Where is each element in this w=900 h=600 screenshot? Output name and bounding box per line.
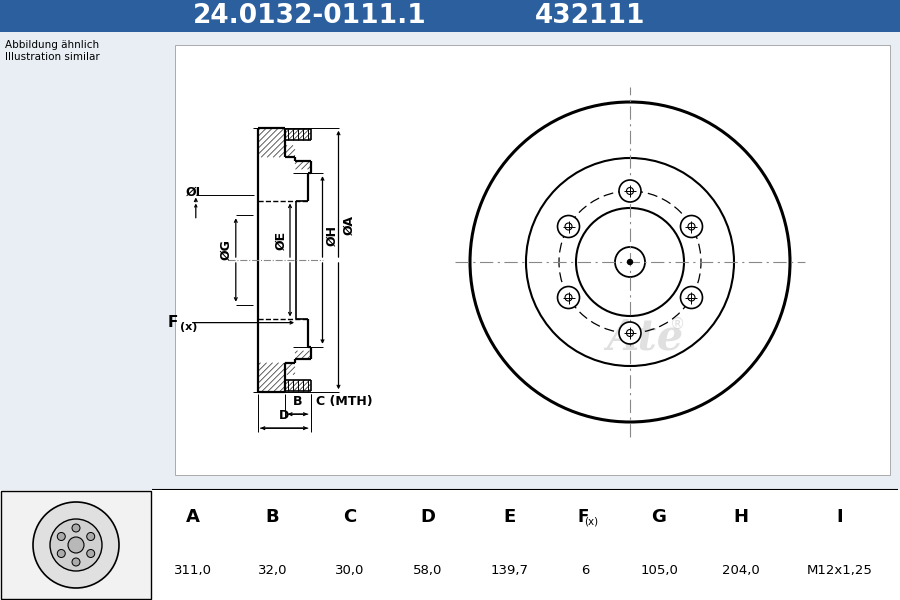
Text: 30,0: 30,0 xyxy=(336,564,364,577)
Text: C (MTH): C (MTH) xyxy=(316,395,372,408)
Text: B: B xyxy=(293,395,302,408)
FancyBboxPatch shape xyxy=(0,490,900,600)
Text: 24.0132-0111.1: 24.0132-0111.1 xyxy=(194,3,427,29)
Circle shape xyxy=(58,550,66,557)
Text: D: D xyxy=(420,509,436,527)
Text: H: H xyxy=(734,509,748,527)
Text: 32,0: 32,0 xyxy=(257,564,287,577)
Text: B: B xyxy=(266,509,279,527)
Circle shape xyxy=(619,322,641,344)
Text: A: A xyxy=(186,509,200,527)
Text: D: D xyxy=(279,409,289,422)
Text: 432111: 432111 xyxy=(535,3,645,29)
Circle shape xyxy=(680,286,703,308)
Circle shape xyxy=(72,524,80,532)
Text: M12x1,25: M12x1,25 xyxy=(806,564,873,577)
Text: ØI: ØI xyxy=(185,186,201,199)
Text: (x): (x) xyxy=(584,517,598,527)
Circle shape xyxy=(619,180,641,202)
Circle shape xyxy=(50,519,102,571)
Text: ØG: ØG xyxy=(220,239,233,260)
Text: (x): (x) xyxy=(180,322,197,332)
FancyBboxPatch shape xyxy=(1,491,151,599)
Circle shape xyxy=(627,259,633,265)
Text: ®: ® xyxy=(670,317,685,331)
Text: C: C xyxy=(344,509,356,527)
Text: F: F xyxy=(578,509,589,527)
Circle shape xyxy=(86,533,94,541)
Text: ØE: ØE xyxy=(274,230,287,250)
FancyBboxPatch shape xyxy=(175,45,890,475)
FancyBboxPatch shape xyxy=(0,0,900,32)
Text: 311,0: 311,0 xyxy=(174,564,212,577)
Text: E: E xyxy=(503,509,516,527)
Text: Ate: Ate xyxy=(607,316,684,358)
Text: ØH: ØH xyxy=(326,224,338,245)
Circle shape xyxy=(86,550,94,557)
Circle shape xyxy=(557,286,580,308)
Circle shape xyxy=(680,215,703,238)
Text: Abbildung ähnlich: Abbildung ähnlich xyxy=(5,40,99,50)
FancyBboxPatch shape xyxy=(0,32,900,490)
Circle shape xyxy=(557,215,580,238)
Text: G: G xyxy=(652,509,667,527)
Circle shape xyxy=(68,537,84,553)
Text: 105,0: 105,0 xyxy=(640,564,678,577)
Text: F: F xyxy=(167,315,178,330)
Text: I: I xyxy=(836,509,843,527)
Text: 204,0: 204,0 xyxy=(722,564,760,577)
Circle shape xyxy=(72,558,80,566)
Circle shape xyxy=(33,502,119,588)
Text: ØA: ØA xyxy=(343,215,356,235)
Text: 6: 6 xyxy=(581,564,590,577)
Text: 58,0: 58,0 xyxy=(413,564,443,577)
Text: Illustration similar: Illustration similar xyxy=(5,52,100,62)
Text: 139,7: 139,7 xyxy=(491,564,528,577)
Circle shape xyxy=(58,533,66,541)
